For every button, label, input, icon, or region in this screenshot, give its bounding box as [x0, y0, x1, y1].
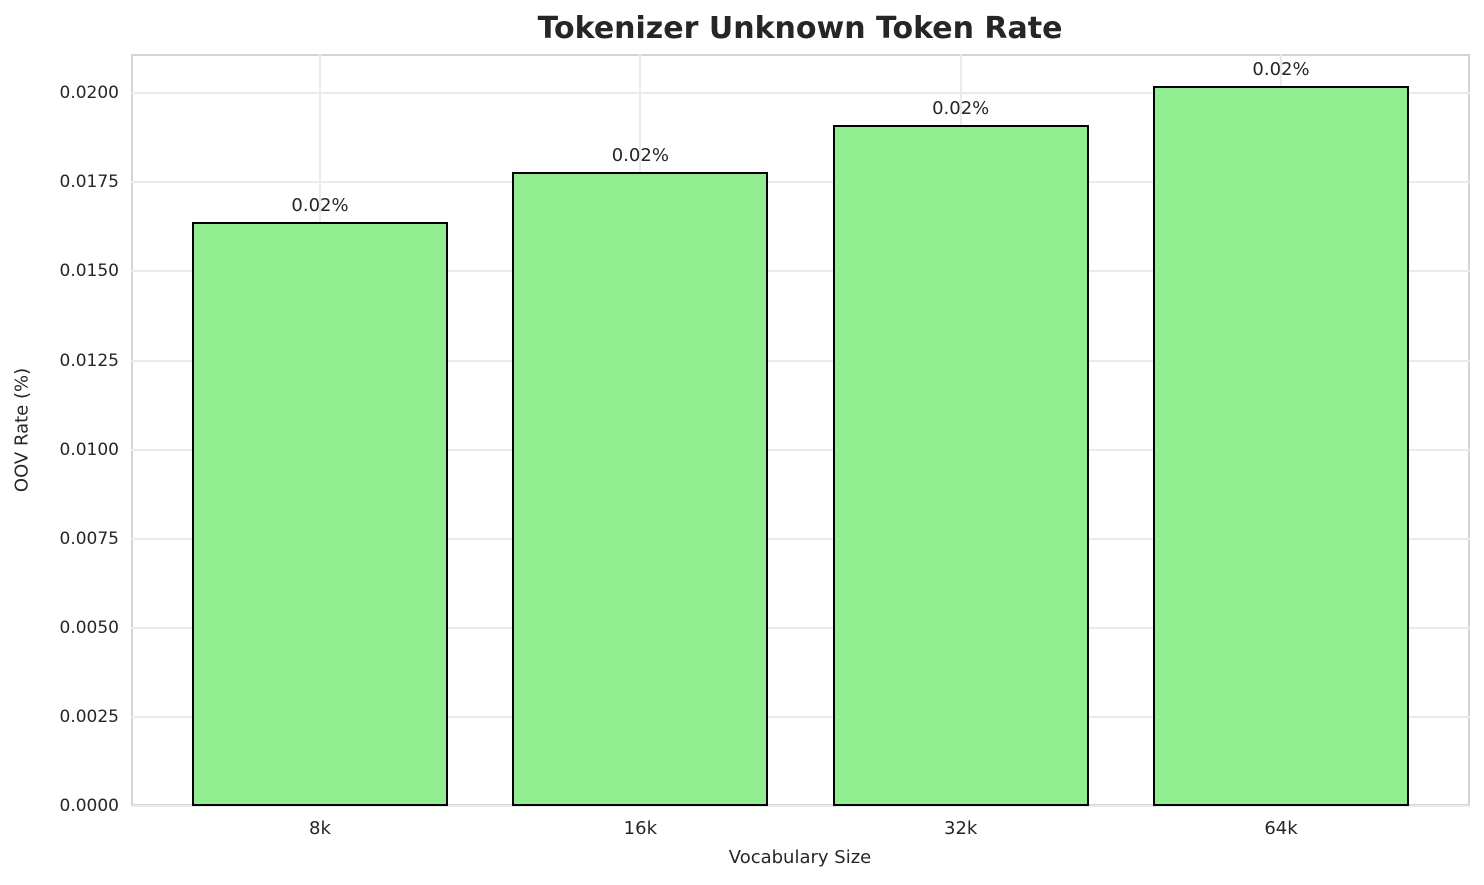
y-tick-label: 0.0200 — [59, 83, 119, 104]
x-tick-label: 64k — [1264, 818, 1298, 839]
x-tick-label: 16k — [623, 818, 657, 839]
y-gridline — [131, 359, 1470, 362]
x-tick-label: 8k — [309, 818, 331, 839]
bar-value-label: 0.02% — [932, 98, 990, 120]
chart-title: Tokenizer Unknown Token Rate — [537, 11, 1063, 46]
y-axis-label: OOV Rate (%) — [11, 367, 33, 493]
y-gridline — [131, 270, 1470, 273]
y-tick-label: 0.0000 — [59, 796, 119, 816]
y-gridline — [131, 715, 1470, 718]
x-tick-label: 32k — [943, 818, 978, 839]
y-tick-label: 0.0125 — [59, 350, 119, 371]
y-gridline — [131, 448, 1470, 451]
y-gridline — [131, 626, 1470, 629]
y-tick-label: 0.0075 — [59, 528, 119, 549]
bar-64k — [1152, 86, 1410, 806]
bar-32k — [832, 125, 1089, 806]
y-gridline — [131, 537, 1470, 540]
y-gridline — [131, 92, 1470, 95]
bar-value-label: 0.02% — [611, 144, 669, 166]
bar-value-label: 0.02% — [1252, 59, 1310, 81]
y-tick-label: 0.0175 — [59, 172, 119, 193]
y-gridline — [131, 805, 1470, 807]
y-tick-label: 0.0100 — [59, 439, 119, 460]
y-gridline — [131, 181, 1470, 184]
bar-8k — [191, 221, 449, 806]
y-tick-label: 0.0050 — [59, 617, 119, 638]
x-axis-label: Vocabulary Size — [728, 847, 872, 868]
y-tick-label: 0.0025 — [59, 706, 119, 727]
y-tick-label: 0.0150 — [59, 261, 119, 282]
bar-value-label: 0.02% — [291, 194, 349, 216]
bar-16k — [512, 171, 769, 806]
